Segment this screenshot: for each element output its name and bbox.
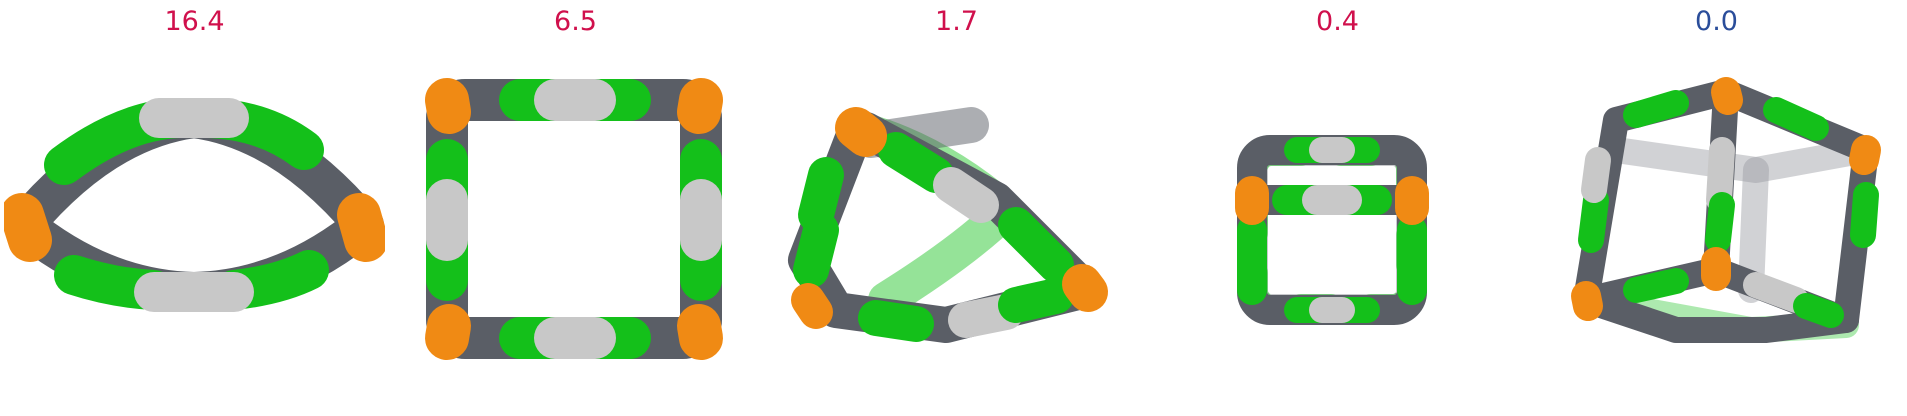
panel-4-value: 0.4 [1316, 6, 1359, 37]
panel-2: 6.5 [385, 0, 766, 416]
panel-2-value: 6.5 [554, 6, 597, 37]
cube-cage-shape [1571, 77, 1881, 343]
triangular-loop-shape [788, 107, 1108, 343]
cage-box-shape [1235, 135, 1429, 325]
panel-3: 1.7 [766, 0, 1147, 416]
flattened-ring-shape [4, 98, 385, 312]
panel-3-value: 1.7 [935, 6, 978, 37]
panel-4: 0.4 [1147, 0, 1528, 416]
panel-5: 0.0 [1526, 0, 1907, 416]
panel-1-value: 16.4 [164, 6, 225, 37]
panel-5-value: 0.0 [1695, 6, 1738, 37]
square-ring-shape [425, 78, 723, 360]
panel-1: 16.4 [4, 0, 385, 416]
